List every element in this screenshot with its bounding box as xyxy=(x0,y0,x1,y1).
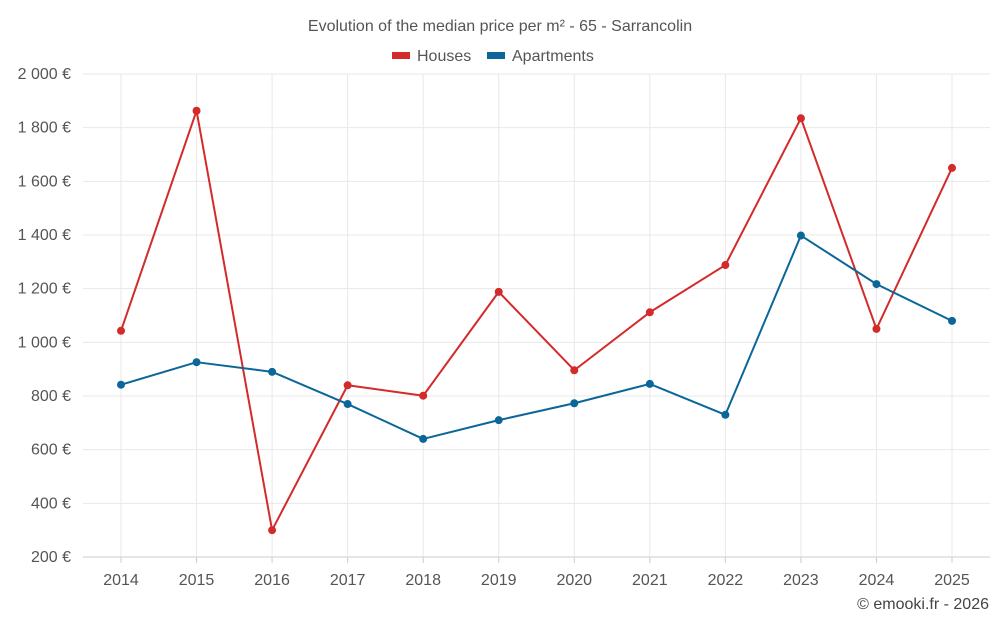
data-point-apartments[interactable] xyxy=(570,399,579,408)
data-point-houses[interactable] xyxy=(796,114,805,123)
x-tick-label: 2025 xyxy=(934,572,970,589)
data-point-apartments[interactable] xyxy=(419,434,428,443)
data-point-houses[interactable] xyxy=(268,526,277,535)
x-tick-label: 2023 xyxy=(783,572,819,589)
grid xyxy=(83,73,990,558)
data-point-apartments[interactable] xyxy=(192,358,201,367)
chart-title: Evolution of the median price per m² - 6… xyxy=(308,18,692,35)
data-point-apartments[interactable] xyxy=(343,400,352,409)
data-point-apartments[interactable] xyxy=(948,316,956,325)
data-point-apartments[interactable] xyxy=(872,280,881,289)
x-tick-label: 2024 xyxy=(859,572,895,589)
x-tick-label: 2018 xyxy=(405,572,441,589)
series-line-houses xyxy=(120,109,953,532)
x-tick-label: 2020 xyxy=(556,572,592,589)
y-tick-label: 400 € xyxy=(31,495,71,512)
data-point-apartments[interactable] xyxy=(721,410,730,419)
y-tick-label: 2 000 € xyxy=(18,66,71,83)
y-axis: 200 € 400 € 600 € 800 € 1 000 € 1 200 € 1 400 … xyxy=(18,66,71,566)
y-tick-label: 800 € xyxy=(31,388,71,405)
legend-label-houses[interactable]: Houses xyxy=(417,48,471,65)
legend: Houses Apartments xyxy=(392,48,594,65)
data-point-houses[interactable] xyxy=(419,391,428,400)
x-tick-label: 2021 xyxy=(632,572,668,589)
data-point-houses[interactable] xyxy=(948,163,956,172)
data-point-apartments[interactable] xyxy=(494,416,503,425)
x-tick-label: 2019 xyxy=(481,572,517,589)
data-point-apartments[interactable] xyxy=(796,231,805,240)
y-tick-label: 200 € xyxy=(31,549,71,566)
data-point-apartments[interactable] xyxy=(117,380,125,389)
data-point-houses[interactable] xyxy=(645,308,654,317)
data-point-houses[interactable] xyxy=(494,287,503,296)
x-tick-label: 2014 xyxy=(103,572,139,589)
legend-label-apartments[interactable]: Apartments xyxy=(512,48,594,65)
x-tick-label: 2017 xyxy=(330,572,366,589)
legend-swatch-houses xyxy=(392,52,410,59)
x-tick-label: 2016 xyxy=(254,572,290,589)
y-tick-label: 1 200 € xyxy=(18,281,71,298)
data-point-houses[interactable] xyxy=(117,326,125,335)
y-tick-label: 1 000 € xyxy=(18,334,71,351)
credit-text: © emooki.fr - 2026 xyxy=(857,596,989,613)
data-point-apartments[interactable] xyxy=(645,379,654,388)
series-group xyxy=(117,106,956,535)
x-tick-label: 2022 xyxy=(708,572,744,589)
x-tick-label: 2015 xyxy=(179,572,215,589)
data-point-houses[interactable] xyxy=(570,366,579,375)
data-point-houses[interactable] xyxy=(721,261,730,270)
y-tick-label: 1 400 € xyxy=(18,227,71,244)
y-tick-label: 1 600 € xyxy=(18,173,71,190)
y-tick-label: 1 800 € xyxy=(18,120,71,137)
legend-swatch-apartments xyxy=(487,52,505,59)
y-tick-label: 600 € xyxy=(31,442,71,459)
data-point-houses[interactable] xyxy=(872,324,881,333)
data-point-houses[interactable] xyxy=(192,106,201,115)
series-line-apartments xyxy=(120,234,953,440)
x-axis: 2014 2015 2016 2017 2018 2019 2020 2021 2022 2023… xyxy=(103,557,970,589)
data-point-houses[interactable] xyxy=(343,381,352,390)
data-point-apartments[interactable] xyxy=(268,367,277,376)
